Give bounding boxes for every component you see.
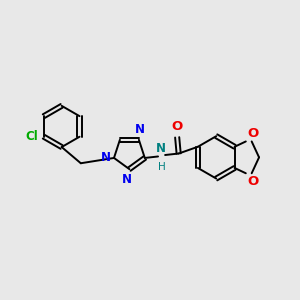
Text: N: N <box>100 152 110 164</box>
Text: O: O <box>248 127 259 140</box>
Text: O: O <box>172 120 183 133</box>
Text: N: N <box>156 142 166 155</box>
Text: O: O <box>248 175 259 188</box>
Text: H: H <box>158 162 165 172</box>
Text: N: N <box>122 173 131 186</box>
Text: N: N <box>134 123 145 136</box>
Text: Cl: Cl <box>26 130 38 143</box>
